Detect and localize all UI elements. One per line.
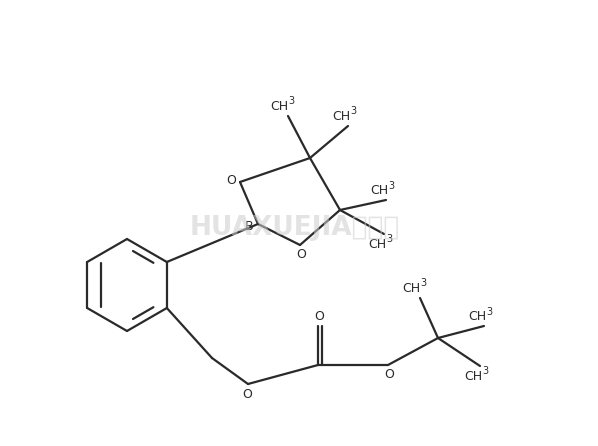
Text: CH: CH xyxy=(402,281,420,294)
Text: 3: 3 xyxy=(386,234,392,244)
Text: CH: CH xyxy=(270,99,288,112)
Text: CH: CH xyxy=(468,310,486,323)
Text: CH: CH xyxy=(370,185,388,198)
Text: 3: 3 xyxy=(350,106,356,116)
Text: 3: 3 xyxy=(486,307,492,317)
Text: O: O xyxy=(314,310,324,323)
Text: 3: 3 xyxy=(288,96,294,106)
Text: CH: CH xyxy=(332,110,350,123)
Text: O: O xyxy=(384,368,394,381)
Text: 3: 3 xyxy=(482,366,488,376)
Text: HUAXUEJIA化学加: HUAXUEJIA化学加 xyxy=(190,215,400,241)
Text: O: O xyxy=(296,248,306,260)
Text: 3: 3 xyxy=(420,278,426,288)
Text: B: B xyxy=(245,219,254,232)
Text: CH: CH xyxy=(368,238,386,251)
Text: 3: 3 xyxy=(388,181,394,191)
Text: O: O xyxy=(226,173,236,186)
Text: O: O xyxy=(242,388,252,401)
Text: CH: CH xyxy=(464,369,482,383)
